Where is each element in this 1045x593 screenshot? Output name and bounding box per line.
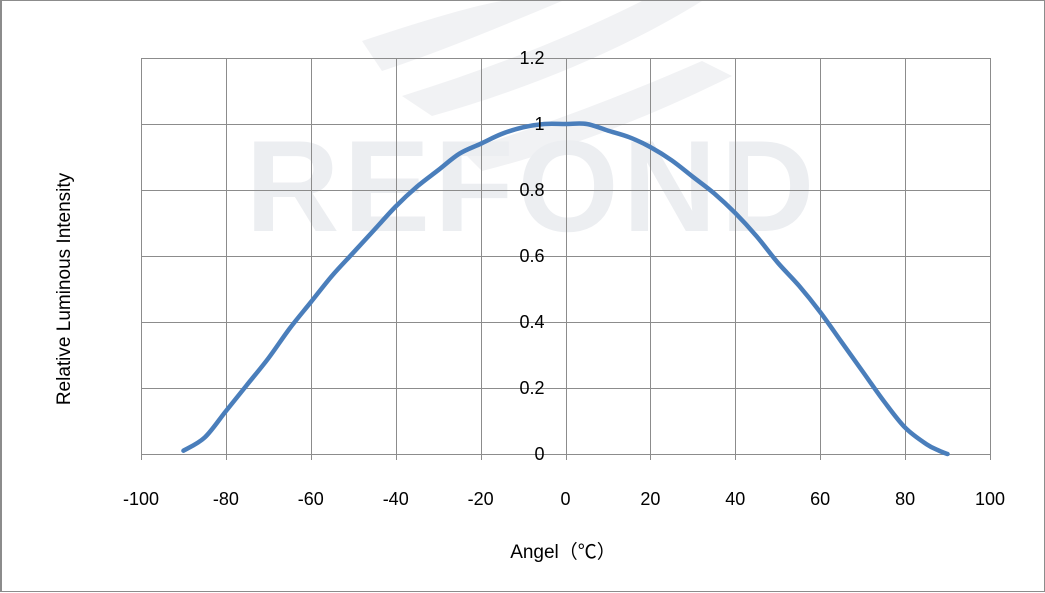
series-layer [181, 121, 950, 457]
y-tick-label: 0.6 [519, 246, 544, 266]
x-tick-label: 40 [725, 489, 745, 509]
x-tick-label: 100 [975, 489, 1005, 509]
y-tick-label: 1 [534, 114, 544, 134]
y-tick-label: 0.4 [519, 312, 544, 332]
x-tick-label: -100 [123, 489, 159, 509]
x-tick-label: -40 [383, 489, 409, 509]
x-tick-label: -80 [213, 489, 239, 509]
watermark-swoosh-3 [462, 61, 732, 171]
watermark: REFOND [246, 1, 819, 259]
y-tick-label: 0 [534, 444, 544, 464]
y-tick-label: 1.2 [519, 48, 544, 68]
watermark-text: REFOND [246, 113, 819, 259]
watermark-swoosh-1 [362, 1, 562, 71]
x-tick-label: -20 [468, 489, 494, 509]
series-line [181, 121, 950, 457]
tick-labels: -100 -80 -60 -40 -20 0 20 40 60 80 100 0 0.2 0.4 0.6 0.… [123, 48, 1005, 509]
x-tick-label: 0 [560, 489, 570, 509]
x-tick-label: -60 [298, 489, 324, 509]
y-tick-label: 0.2 [519, 378, 544, 398]
y-axis-title: Relative Luminous Intensity [54, 172, 75, 405]
x-tick-label: 20 [640, 489, 660, 509]
y-tick-label: 0.8 [519, 180, 544, 200]
x-tick-label: 80 [895, 489, 915, 509]
x-tick-label: 60 [810, 489, 830, 509]
x-axis-title: Angel（℃） [510, 541, 616, 563]
